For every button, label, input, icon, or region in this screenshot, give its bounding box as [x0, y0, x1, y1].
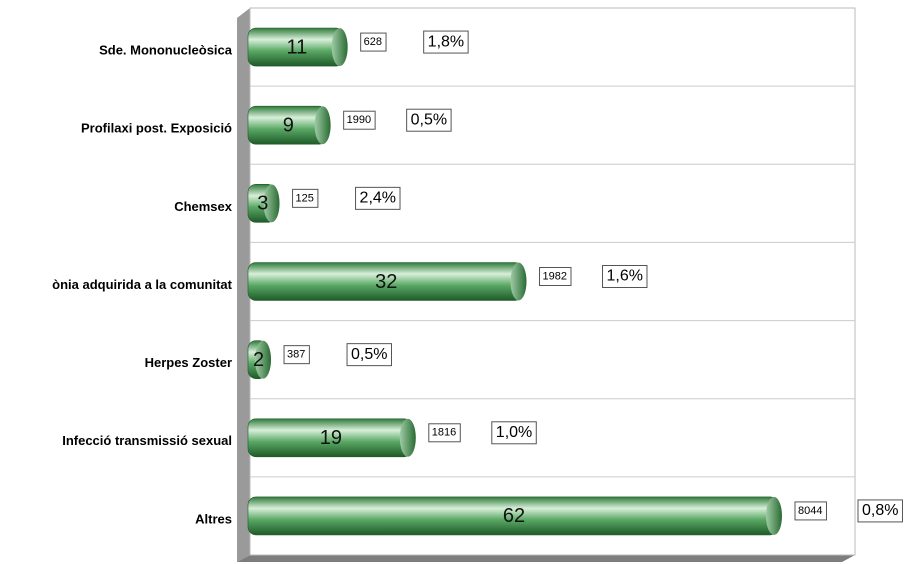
- count-label: 8044: [798, 505, 822, 517]
- category-label: Chemsex: [174, 199, 233, 214]
- rate-box: [423, 30, 469, 54]
- rate-box: [491, 421, 537, 445]
- bar-value-label: 19: [320, 427, 342, 449]
- rate-label: 2,4%: [360, 190, 396, 207]
- count-label: 1990: [347, 114, 371, 126]
- bar-value-label: 32: [375, 271, 397, 293]
- count-label: 628: [364, 36, 382, 48]
- category-label: Profilaxi post. Exposició: [81, 121, 232, 136]
- count-box: [794, 501, 827, 521]
- side-wall: [237, 8, 250, 562]
- rate-label: 0,8%: [862, 502, 898, 519]
- category-label: ònia adquirida a la comunitat: [52, 277, 233, 292]
- count-box: [283, 345, 310, 365]
- rate-label: 0,5%: [411, 111, 447, 128]
- bar: [247, 105, 331, 145]
- count-box: [343, 110, 376, 130]
- count-box: [539, 267, 572, 286]
- bar-value-label: 3: [257, 193, 268, 215]
- rate-box: [346, 343, 393, 367]
- bar: [247, 418, 416, 458]
- bar: [247, 184, 280, 223]
- bar: [247, 496, 782, 536]
- bar-value-label: 2: [253, 349, 264, 371]
- rate-label: 0,5%: [351, 346, 387, 363]
- count-box: [292, 188, 319, 208]
- rate-label: 1,6%: [607, 268, 643, 285]
- category-label: Infecció transmissió sexual: [62, 433, 232, 448]
- count-box: [360, 32, 387, 52]
- rate-box: [406, 108, 452, 132]
- bar-value-label: 62: [503, 505, 525, 527]
- rate-label: 1,8%: [428, 33, 464, 50]
- rate-box: [857, 499, 903, 523]
- count-label: 387: [287, 349, 305, 361]
- bar-value-label: 11: [286, 36, 307, 58]
- bar: [247, 340, 272, 379]
- rate-label: 1,0%: [496, 424, 532, 441]
- bar: [247, 27, 348, 67]
- count-label: 1982: [543, 270, 567, 282]
- count-label: 125: [296, 192, 314, 204]
- category-label: Sde. Mononucleòsica: [99, 43, 233, 58]
- floor: [237, 555, 855, 562]
- bar-value-label: 9: [283, 114, 294, 136]
- category-label: Herpes Zoster: [145, 355, 232, 370]
- category-label: Altres: [195, 511, 232, 526]
- bar: [247, 262, 527, 301]
- rate-box: [602, 265, 648, 288]
- rate-box: [355, 186, 401, 210]
- count-box: [428, 423, 461, 443]
- count-label: 1816: [432, 427, 456, 439]
